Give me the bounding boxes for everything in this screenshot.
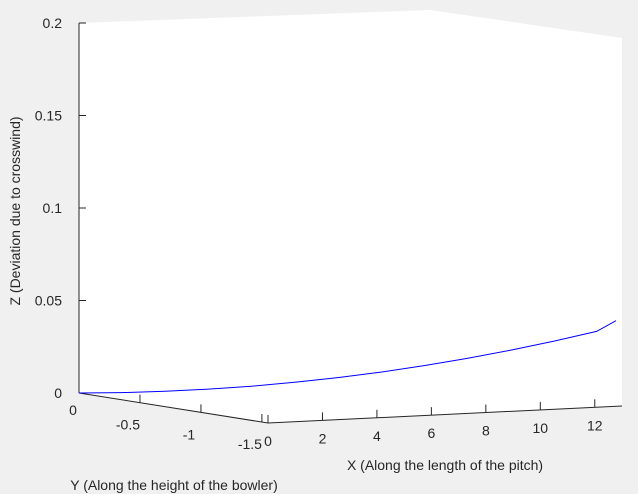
x-tick-label: 4 (373, 428, 381, 444)
y-tick-label: -1 (183, 426, 196, 442)
x-tick-label: 8 (482, 423, 490, 439)
z-tick-label: 0.1 (43, 200, 63, 216)
y-tick-label: -1.5 (238, 436, 262, 452)
x-axis-ticks: 0 2 4 6 8 10 12 (264, 399, 603, 449)
plot-area-background (79, 10, 622, 423)
x-tick-label: 0 (264, 433, 272, 449)
x-axis-label: X (Along the length of the pitch) (347, 457, 543, 473)
x-tick-label: 2 (319, 430, 327, 446)
y-axis-label: Y (Along the height of the bowler) (70, 477, 278, 493)
series-line (78, 320, 617, 394)
z-tick-label: 0.2 (43, 15, 63, 31)
z-tick-label: 0.15 (35, 108, 62, 124)
z-axis-label: Z (Deviation due to crosswind) (7, 116, 23, 305)
y-axis-line (78, 392, 269, 424)
y-tick-label: -0.5 (116, 417, 140, 433)
z-tick-label: 0 (54, 385, 62, 401)
z-axis-ticks: 0 0.05 0.1 0.15 0.2 (35, 15, 86, 401)
series-layer (78, 320, 617, 394)
z-tick-label: 0.05 (35, 293, 62, 309)
y-tick-label: 0 (69, 402, 77, 418)
y-axis-ticks: 0 -0.5 -1 -1.5 (69, 385, 263, 452)
x-tick-label: 12 (587, 417, 603, 433)
x-tick-label: 10 (533, 420, 549, 436)
x-tick-label: 6 (427, 425, 435, 441)
x-axis-line (267, 405, 623, 424)
